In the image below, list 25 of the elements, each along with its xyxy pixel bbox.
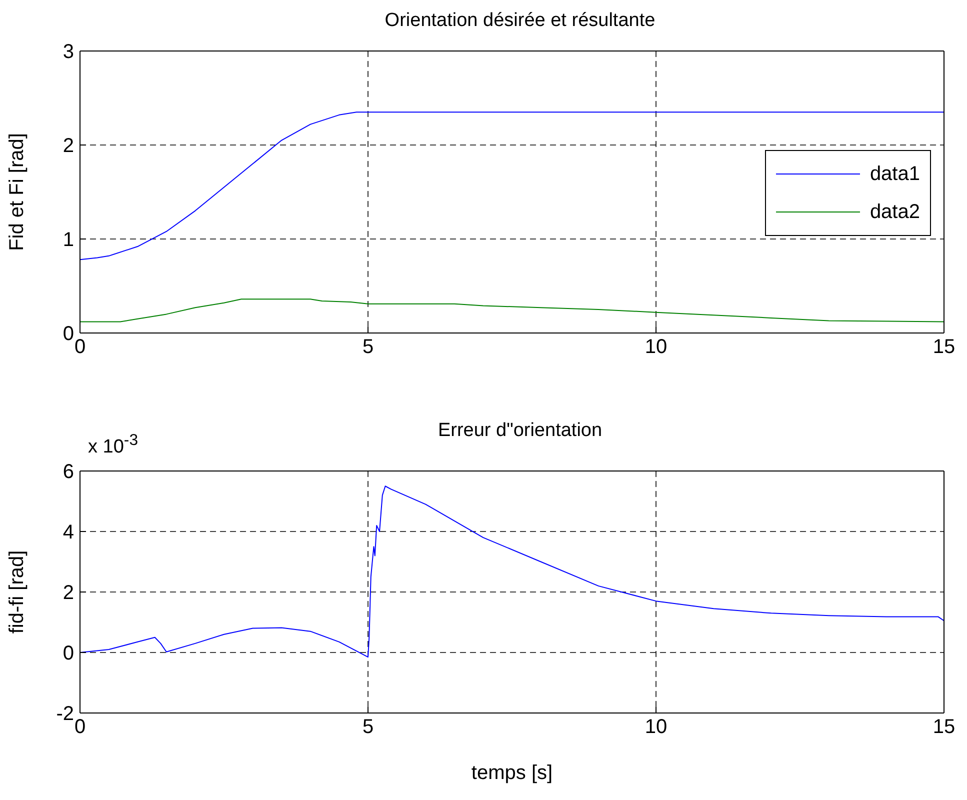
x-tick-label: 15: [932, 336, 956, 358]
y-tick-label: 0: [62, 642, 74, 665]
line-series: [80, 112, 944, 260]
y-tick-label: 2: [62, 135, 74, 158]
y-axis-title: fid-fi [rad]: [6, 550, 28, 634]
y-axis-title: Fid et Fi [rad]: [6, 133, 28, 251]
x-tick-label: 5: [362, 716, 374, 738]
x-axis-title: temps [s]: [471, 762, 553, 784]
legend-label: data1: [870, 162, 920, 187]
chart-title: Orientation désirée et résultante: [384, 10, 656, 32]
legend-label: data2: [870, 200, 920, 225]
y-tick-label: 2: [62, 582, 74, 604]
x-tick-label: 10: [644, 336, 668, 358]
line-series: [80, 298, 944, 322]
y-tick-label: -2: [56, 703, 74, 726]
y-tick-label: 6: [62, 461, 74, 484]
x-tick-label: 10: [644, 716, 668, 738]
line-series: [80, 486, 944, 658]
text: x 10$^{-3}$: [88, 432, 138, 458]
x-tick-label: 5: [362, 336, 374, 358]
chart-title: Erreur d"orientation: [438, 420, 602, 441]
y-tick-label: 1: [62, 229, 74, 252]
y-tick-label: 3: [62, 41, 74, 64]
y-tick-label: 4: [62, 522, 74, 544]
x-tick-label: 15: [932, 716, 956, 738]
